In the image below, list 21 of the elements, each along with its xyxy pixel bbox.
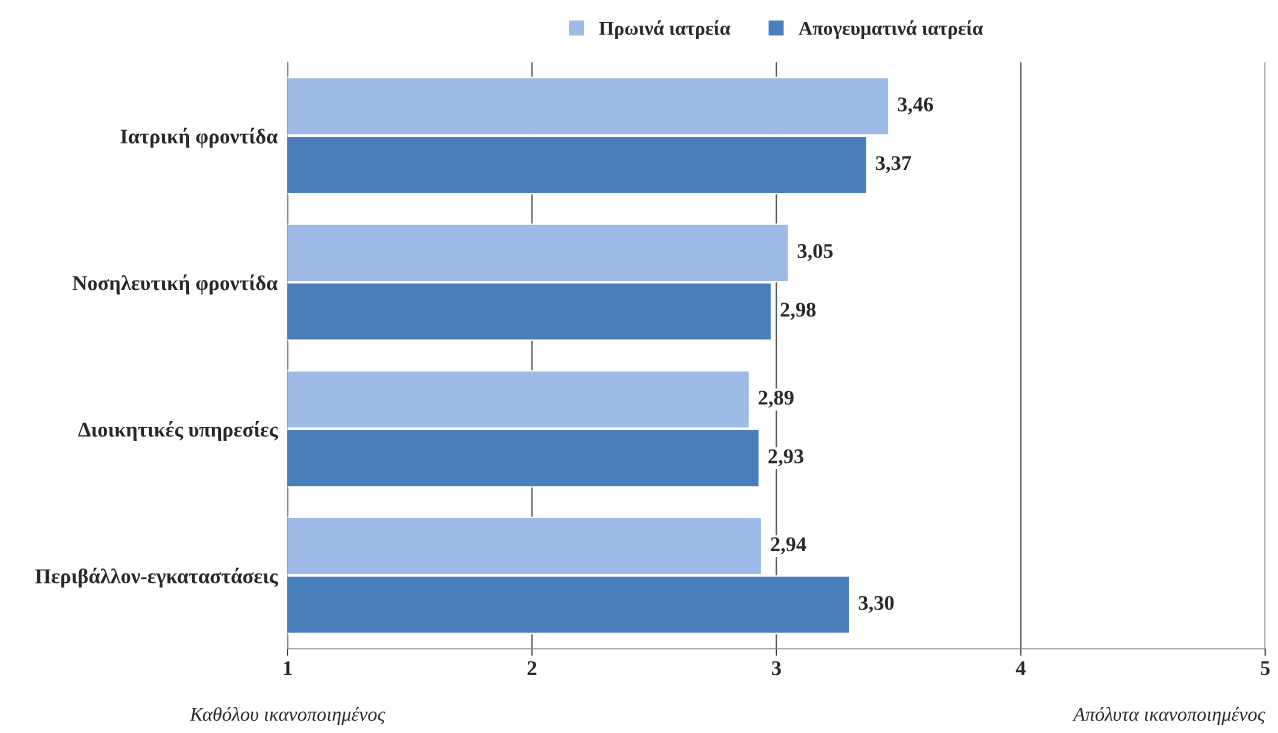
data-label: 2,93 <box>768 449 804 467</box>
x-tick-label: 2 <box>527 661 537 675</box>
data-label: 2,89 <box>758 390 794 408</box>
data-label: 3,37 <box>875 156 912 174</box>
legend-label: Πρωινά ιατρεία <box>599 20 731 39</box>
text: Καθόλου ικανοποιημένος <box>189 707 386 725</box>
legend-label: Απογευματινά ιατρεία <box>798 20 983 39</box>
data-label: 3,46 <box>897 97 933 115</box>
y-tick-label: Νοσηλευτική φροντίδα <box>72 274 278 295</box>
y-tick-label: Διοικητικές υπηρεσίες <box>78 421 279 441</box>
y-tick-label: Ιατρική φροντίδα <box>120 127 278 148</box>
data-label: 3,30 <box>858 595 894 613</box>
data-label: 3,05 <box>797 244 833 262</box>
data-label: 2,98 <box>780 302 816 320</box>
x-tick-label: 5 <box>1260 661 1270 676</box>
x-tick-label: 1 <box>284 661 292 675</box>
x-tick-label: 4 <box>1015 661 1026 675</box>
x-tick-label: 3 <box>771 661 781 676</box>
data-label: 2,94 <box>770 537 807 555</box>
text: Απόλυτα ικανοποιημένος <box>1072 707 1266 725</box>
y-tick-label: Περιβάλλον-εγκαταστάσεις <box>35 567 279 588</box>
